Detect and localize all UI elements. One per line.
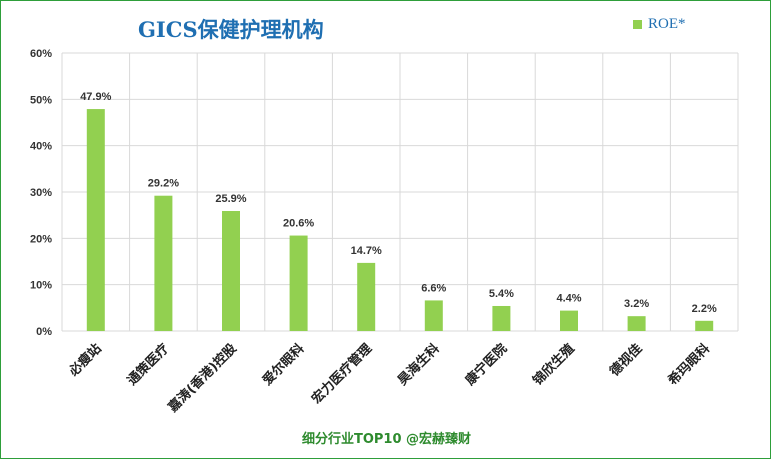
legend: ROE* [633,16,686,33]
data-label: 3.2% [624,298,649,310]
category-label: 德视佳 [607,341,646,380]
legend-swatch [633,20,642,29]
data-label: 47.9% [80,91,111,103]
y-axis: 0% 10% 20% 30% 40% 50% 60% [30,48,52,338]
bar [357,262,376,331]
data-label: 4.4% [556,293,581,305]
bar [222,210,240,331]
bar [289,235,308,331]
bar [627,316,646,331]
category-label: 昊海生科 [395,341,443,389]
bar [154,195,173,331]
category-label: 爱尔眼科 [259,341,307,389]
y-tick-label: 20% [30,233,52,245]
y-tick-label: 50% [30,94,52,106]
category-label: 必瘦站 [65,341,105,381]
data-labels: 47.9% 29.2% 25.9% 20.6% 14.7% 6.6% 5.4% 4.4% 3.2… [80,91,717,315]
data-label: 5.4% [489,288,514,300]
footer-caption: 细分行业TOP10 @宏赫臻财 [301,432,472,447]
data-label: 6.6% [421,282,446,294]
chart-title: GICS保健护理机构 [138,17,324,42]
data-label: 29.2% [148,178,179,190]
category-label: 嘉涛(香港)控股 [164,341,240,417]
bar [492,305,511,331]
data-label: 14.7% [351,245,382,257]
y-tick-label: 40% [30,141,52,153]
data-label: 2.2% [692,303,717,315]
category-label: 希玛眼科 [665,341,713,389]
bar [424,300,443,331]
bar [560,310,578,331]
grid-lines [61,52,739,332]
y-tick-label: 0% [36,326,52,338]
y-tick-label: 30% [30,187,52,199]
bar [695,320,714,331]
data-label: 20.6% [283,218,314,230]
category-label: 通策医疗 [124,341,172,389]
y-tick-label: 60% [30,48,52,60]
legend-label: ROE* [648,16,686,32]
category-label: 宏力医疗管理 [309,341,375,407]
category-label: 锦欣生殖 [530,341,578,389]
bars [86,109,714,332]
y-tick-label: 10% [30,280,52,292]
data-label: 25.9% [215,193,246,205]
bar [86,109,105,332]
category-label: 康宁医院 [462,341,510,389]
